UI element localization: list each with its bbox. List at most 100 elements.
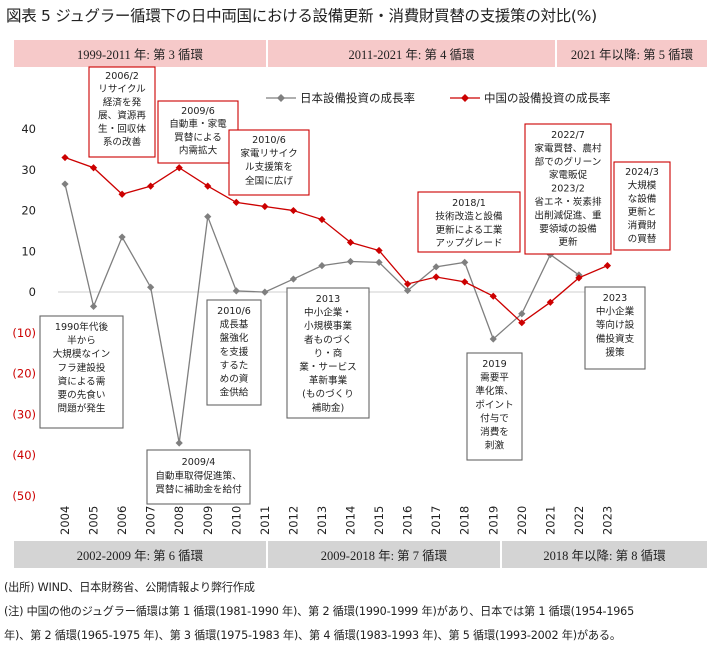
y-tick-label: 10 [21, 244, 36, 258]
annotation-text: ル支援策を [245, 161, 293, 173]
annotation-text: 補助金) [312, 402, 345, 414]
annotation-text: リサイクル [98, 84, 146, 95]
top-band-cycle-4: 2011-2021 年: 第 4 循環 [268, 40, 555, 67]
annotation-text: 2022/7 [551, 130, 585, 141]
x-tick-label: 2012 [286, 506, 300, 535]
point-japan [261, 288, 269, 296]
point-china [404, 280, 412, 288]
point-japan [204, 213, 212, 221]
y-tick-label: 0 [29, 285, 36, 299]
annotation-text: 2010/6 [217, 306, 251, 317]
x-tick-label: 2010 [229, 506, 243, 535]
x-tick-label: 2018 [458, 506, 472, 535]
annotation-text: 更新 [558, 236, 578, 248]
annotation-text: 経済を発 [103, 96, 142, 108]
y-tick-label: (20) [12, 367, 36, 381]
annotation-text: アップグレード [435, 237, 502, 249]
annotation-text: 資による需 [58, 375, 106, 387]
annotation-text: 2009/6 [181, 106, 215, 117]
point-china [318, 215, 326, 224]
annotation-text: 内需拡大 [179, 145, 218, 157]
annotation-text: 出削減促進、重 [534, 209, 602, 221]
point-japan [147, 283, 155, 291]
annotation-frame [228, 129, 310, 196]
annotation-text: 自動車取得促進策、 [155, 470, 241, 482]
legend-japan-marker [277, 94, 285, 102]
point-japan [175, 439, 183, 447]
top-band-cycle-5: 2021 年以降: 第 5 循環 [557, 40, 707, 67]
point-japan [346, 257, 355, 266]
point-japan [404, 286, 412, 295]
x-tick-label: 2016 [401, 506, 415, 535]
annotation-text: 2013 [316, 294, 340, 305]
annotation-text: 2009/4 [182, 457, 216, 468]
annotation-text: 展、資源再 [98, 110, 146, 122]
x-tick-label: 2007 [144, 506, 158, 535]
point-china [61, 153, 69, 162]
x-tick-label: 2017 [429, 506, 443, 535]
annotation-frame [39, 315, 124, 429]
annotation-frame [146, 449, 251, 505]
x-axis-ticks: 2004 2005 2006 2007 2008 2009 2010 2011 2012 2013… [58, 506, 614, 535]
point-japan [461, 258, 469, 266]
annotation-text: 2006/2 [105, 71, 139, 82]
annotation-text: 要の先食い [58, 389, 106, 401]
annotation-text: 買替による [174, 131, 222, 143]
annotation-text: フラ建設投 [58, 362, 106, 374]
annotation-text: 部でのグリーン [535, 156, 602, 168]
annotation-text: な設備 [628, 193, 657, 205]
annotation-text: 2019 [482, 359, 506, 370]
legend-china-label: 中国の設備投資の成長率 [484, 91, 611, 105]
annotation-text: 要領域の設備 [539, 223, 597, 235]
annotation-frame [88, 66, 156, 158]
annotation-frame [613, 161, 671, 251]
point-china [232, 198, 240, 206]
annotation-text: 消費財 [628, 220, 657, 232]
annotation-text: 大規模なイン [53, 348, 111, 360]
annotation-frame [524, 123, 612, 255]
x-tick-label: 2019 [486, 506, 500, 535]
legend-china-marker [461, 94, 469, 102]
x-tick-label: 2022 [572, 506, 586, 535]
y-axis-ticks: 40 30 20 10 0 (10) (20) (30) (40) (50) [12, 122, 36, 503]
x-tick-label: 2013 [315, 506, 329, 535]
x-tick-label: 2006 [115, 506, 129, 535]
annotation-text: 業・サービス [299, 361, 357, 373]
annotation-box: 2009/4 自動車取得促進策、買替に補助金を給付 [146, 449, 251, 505]
annotation-text: 消費を [480, 426, 509, 438]
x-tick-label: 2009 [201, 506, 215, 535]
legend-japan-label: 日本設備投資の成長率 [300, 91, 415, 105]
x-tick-label: 2005 [87, 506, 101, 535]
point-china [89, 164, 98, 172]
point-japan [118, 233, 126, 241]
y-tick-label: 20 [21, 204, 36, 218]
annotation-text: 2023/2 [551, 184, 585, 195]
annotation-frame [157, 100, 239, 164]
top-band-cycle-3: 1999-2011 年: 第 3 循環 [14, 40, 266, 67]
annotation-text: 金供給 [220, 387, 249, 399]
y-tick-label: (10) [12, 326, 36, 340]
annotation-text: 問題が発生 [58, 403, 106, 415]
point-japan [375, 258, 383, 266]
annotation-text: 革新事業 [309, 375, 348, 387]
series-line-china [64, 156, 608, 324]
point-china [575, 274, 583, 282]
annotation-text: り・商 [314, 347, 343, 359]
x-tick-label: 2004 [58, 506, 72, 535]
annotation-text: 家電販促 [549, 169, 588, 181]
bottom-band-cycle-7: 2009-2018 年: 第 7 循環 [268, 541, 500, 568]
annotation-text: 買替に補助金を給付 [155, 484, 242, 496]
point-china [147, 182, 155, 190]
point-china [603, 262, 612, 270]
point-japan [518, 310, 526, 318]
annotation-text: 自動車・家電 [169, 118, 227, 130]
x-tick-label: 2011 [258, 506, 272, 535]
annotation-text: 家電リサイク [240, 148, 297, 160]
